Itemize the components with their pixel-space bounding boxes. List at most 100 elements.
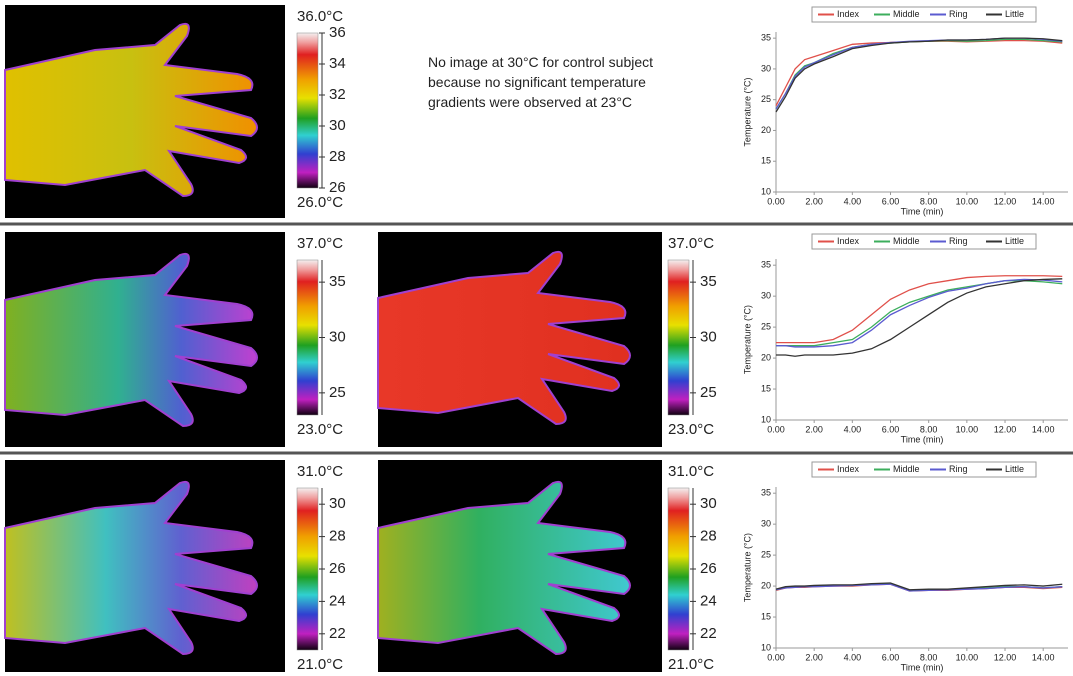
y-tick-label: 25	[761, 94, 771, 104]
x-tick-label: 8.00	[920, 196, 938, 206]
y-tick-label: 20	[761, 125, 771, 135]
colorbar-tick-label: 30	[700, 328, 717, 345]
series-line	[776, 278, 1063, 348]
series-line	[776, 275, 1063, 344]
thermal-image	[4, 460, 285, 672]
series-line	[776, 280, 1063, 347]
legend-label: Index	[837, 9, 860, 19]
series-line	[775, 39, 1063, 107]
colorbar	[296, 259, 319, 416]
y-tick-label: 20	[761, 580, 771, 590]
colorbar-tick-label: 24	[700, 592, 717, 609]
colorbar-tick-label: 22	[700, 625, 717, 642]
x-tick-label: 4.00	[844, 652, 862, 662]
colorbar-tick-label: 30	[329, 495, 346, 512]
colorbar-min-label: 23.0°C	[297, 421, 343, 438]
legend-box	[811, 233, 1037, 250]
colorbar-tick-label: 35	[329, 273, 346, 290]
y-tick-label: 15	[761, 611, 771, 621]
x-tick-label: 14.00	[1032, 424, 1055, 434]
x-tick-label: 14.00	[1032, 196, 1055, 206]
series-line	[775, 582, 1063, 591]
colorbar-tick-label: 35	[700, 273, 717, 290]
colorbar-tick-label: 25	[700, 384, 717, 401]
colorbar-tick-label: 22	[329, 625, 346, 642]
colorbar-tick-label: 30	[329, 117, 346, 134]
x-tick-label: 8.00	[920, 424, 938, 434]
colorbar-tick-label: 25	[329, 384, 346, 401]
series-line	[775, 37, 1063, 113]
colorbar-tick-label: 28	[329, 528, 346, 545]
colorbar-tick-label: 26	[329, 560, 346, 577]
x-tick-label: 12.00	[994, 424, 1017, 434]
y-tick-label: 35	[761, 260, 771, 270]
y-tick-label: 25	[761, 549, 771, 559]
x-tick-label: 2.00	[805, 424, 823, 434]
colorbar-min-label: 21.0°C	[668, 656, 714, 673]
legend-label: Little	[1005, 464, 1024, 474]
colorbar-tick-label: 26	[329, 179, 346, 196]
y-tick-label: 30	[761, 291, 771, 301]
y-tick-label: 30	[761, 519, 771, 529]
colorbar-max-label: 31.0°C	[668, 463, 714, 480]
colorbar-tick-label: 28	[700, 528, 717, 545]
y-tick-label: 10	[761, 642, 771, 652]
legend-label: Middle	[893, 236, 920, 246]
colorbar-min-label: 21.0°C	[297, 656, 343, 673]
legend-label: Index	[837, 236, 860, 246]
y-tick-label: 10	[761, 414, 771, 424]
y-tick-label: 35	[761, 33, 771, 43]
x-tick-label: 0.00	[767, 652, 785, 662]
legend-box	[811, 6, 1037, 23]
legend-label: Little	[1005, 236, 1024, 246]
y-tick-label: 15	[761, 383, 771, 393]
x-tick-label: 12.00	[994, 196, 1017, 206]
x-axis-label: Time (min)	[901, 662, 944, 672]
x-axis-label: Time (min)	[901, 434, 944, 444]
colorbar-tick-label: 30	[329, 328, 346, 345]
thermal-image	[4, 232, 285, 447]
series-line	[775, 38, 1063, 110]
colorbar-tick-label: 24	[329, 592, 346, 609]
x-tick-label: 0.00	[767, 424, 785, 434]
colorbar-tick-label: 34	[329, 55, 346, 72]
colorbar-max-label: 31.0°C	[297, 463, 343, 480]
x-tick-label: 12.00	[994, 652, 1017, 662]
y-axis-label: Temperature (°C)	[742, 305, 752, 374]
colorbar-tick-label: 28	[329, 148, 346, 165]
x-tick-label: 6.00	[882, 196, 900, 206]
x-tick-label: 14.00	[1032, 652, 1055, 662]
thermal-image	[377, 232, 662, 447]
series-line	[775, 583, 1063, 592]
y-tick-label: 35	[761, 488, 771, 498]
colorbar	[296, 32, 319, 189]
legend-label: Little	[1005, 9, 1024, 19]
thermal-image	[377, 460, 662, 672]
x-tick-label: 10.00	[956, 424, 979, 434]
x-tick-label: 8.00	[920, 652, 938, 662]
colorbar-tick-label: 32	[329, 86, 346, 103]
x-axis-label: Time (min)	[901, 206, 944, 216]
y-tick-label: 10	[761, 186, 771, 196]
series-line	[776, 278, 1063, 357]
colorbar-tick-label: 26	[700, 560, 717, 577]
colorbar-min-label: 23.0°C	[668, 421, 714, 438]
legend-label: Middle	[893, 464, 920, 474]
colorbar-max-label: 37.0°C	[297, 235, 343, 252]
legend-label: Ring	[949, 9, 968, 19]
legend-label: Ring	[949, 464, 968, 474]
legend-box	[811, 461, 1037, 478]
y-axis-label: Temperature (°C)	[742, 533, 752, 602]
colorbar-max-label: 37.0°C	[668, 235, 714, 252]
x-tick-label: 10.00	[956, 196, 979, 206]
colorbar-max-label: 36.0°C	[297, 8, 343, 25]
y-axis-label: Temperature (°C)	[742, 77, 752, 146]
y-tick-label: 25	[761, 321, 771, 331]
x-tick-label: 4.00	[844, 424, 862, 434]
legend-label: Index	[837, 464, 860, 474]
note: No image at 30°C for control subject bec…	[428, 54, 654, 110]
x-tick-label: 10.00	[956, 652, 979, 662]
y-tick-label: 15	[761, 156, 771, 166]
